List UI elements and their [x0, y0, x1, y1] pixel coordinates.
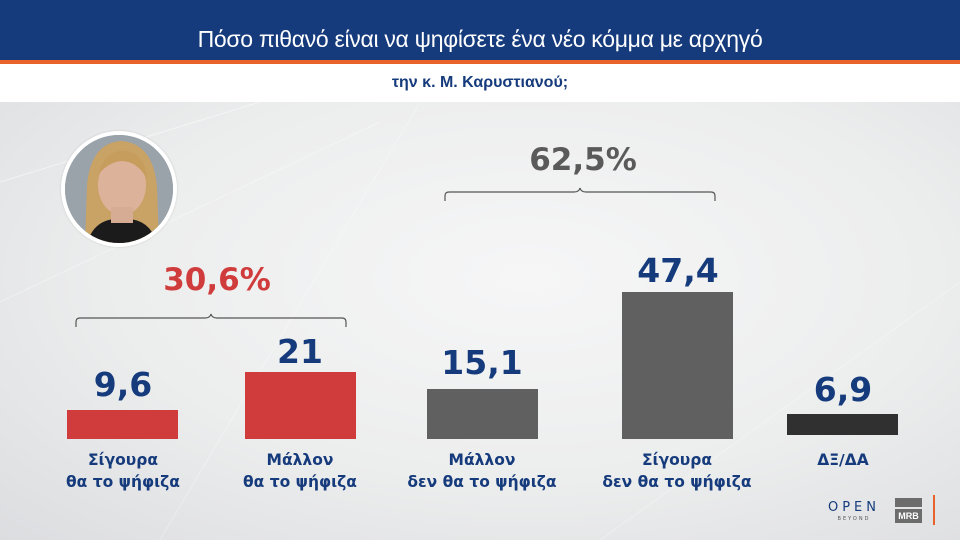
bar-probably-yes	[245, 372, 356, 439]
chart-title: Πόσο πιθανό είναι να ψηφίσετε ένα νέο κό…	[197, 26, 763, 52]
bar-label-dont-know: ΔΞ/ΔΑ	[743, 449, 943, 471]
negative-total-label: 62,5%	[529, 142, 637, 178]
mrb-logo-block	[895, 498, 922, 507]
mrb-logo-text: MRB	[895, 509, 922, 523]
bar-definitely-no	[622, 292, 733, 439]
label-line-2: θα το ψήφιζα	[66, 473, 180, 491]
bar-label-definitely-yes: Σίγουρα θα το ψήφιζα	[23, 449, 223, 493]
label-line-1: Μάλλον	[448, 451, 516, 469]
subtitle-bar	[0, 64, 960, 102]
label-line-2: δεν θα το ψήφιζα	[602, 473, 752, 491]
background-decorative-lines	[0, 102, 960, 540]
open-beyond-logo: OPEN BEYOND	[826, 500, 882, 522]
accent-stripe	[0, 60, 960, 64]
label-line-2: δεν θα το ψήφιζα	[407, 473, 557, 491]
bar-dont-know	[787, 414, 898, 435]
bar-definitely-yes	[67, 410, 178, 439]
bar-probably-no	[427, 389, 538, 439]
mrb-logo: MRB	[895, 498, 922, 524]
positive-total-label: 30,6%	[163, 262, 271, 298]
label-line-1: Σίγουρα	[87, 451, 159, 469]
beyond-logo-text: BEYOND	[837, 516, 871, 522]
label-line-1: ΔΞ/ΔΑ	[817, 451, 869, 469]
bar-value-probably-no: 15,1	[441, 343, 523, 382]
label-line-2: θα το ψήφιζα	[243, 473, 357, 491]
positive-group-brace	[75, 313, 347, 327]
bar-value-definitely-no: 47,4	[637, 251, 719, 290]
label-line-1: Σίγουρα	[641, 451, 713, 469]
bar-label-definitely-no: Σίγουρα δεν θα το ψήφιζα	[577, 449, 777, 493]
bar-label-probably-no: Μάλλον δεν θα το ψήφιζα	[382, 449, 582, 493]
bar-value-probably-yes: 21	[277, 332, 323, 371]
open-logo-text: OPEN	[827, 500, 880, 515]
chart-subtitle: την κ. Μ. Καρυστιανού;	[391, 74, 569, 91]
bar-value-definitely-yes: 9,6	[93, 365, 153, 404]
negative-group-brace	[444, 187, 716, 201]
bar-value-dont-know: 6,9	[813, 370, 873, 409]
bar-label-probably-yes: Μάλλον θα το ψήφιζα	[200, 449, 400, 493]
title-bar	[0, 0, 960, 60]
person-portrait-icon	[65, 135, 173, 243]
logo-divider	[933, 495, 935, 525]
portrait-avatar	[61, 131, 177, 247]
label-line-1: Μάλλον	[266, 451, 334, 469]
